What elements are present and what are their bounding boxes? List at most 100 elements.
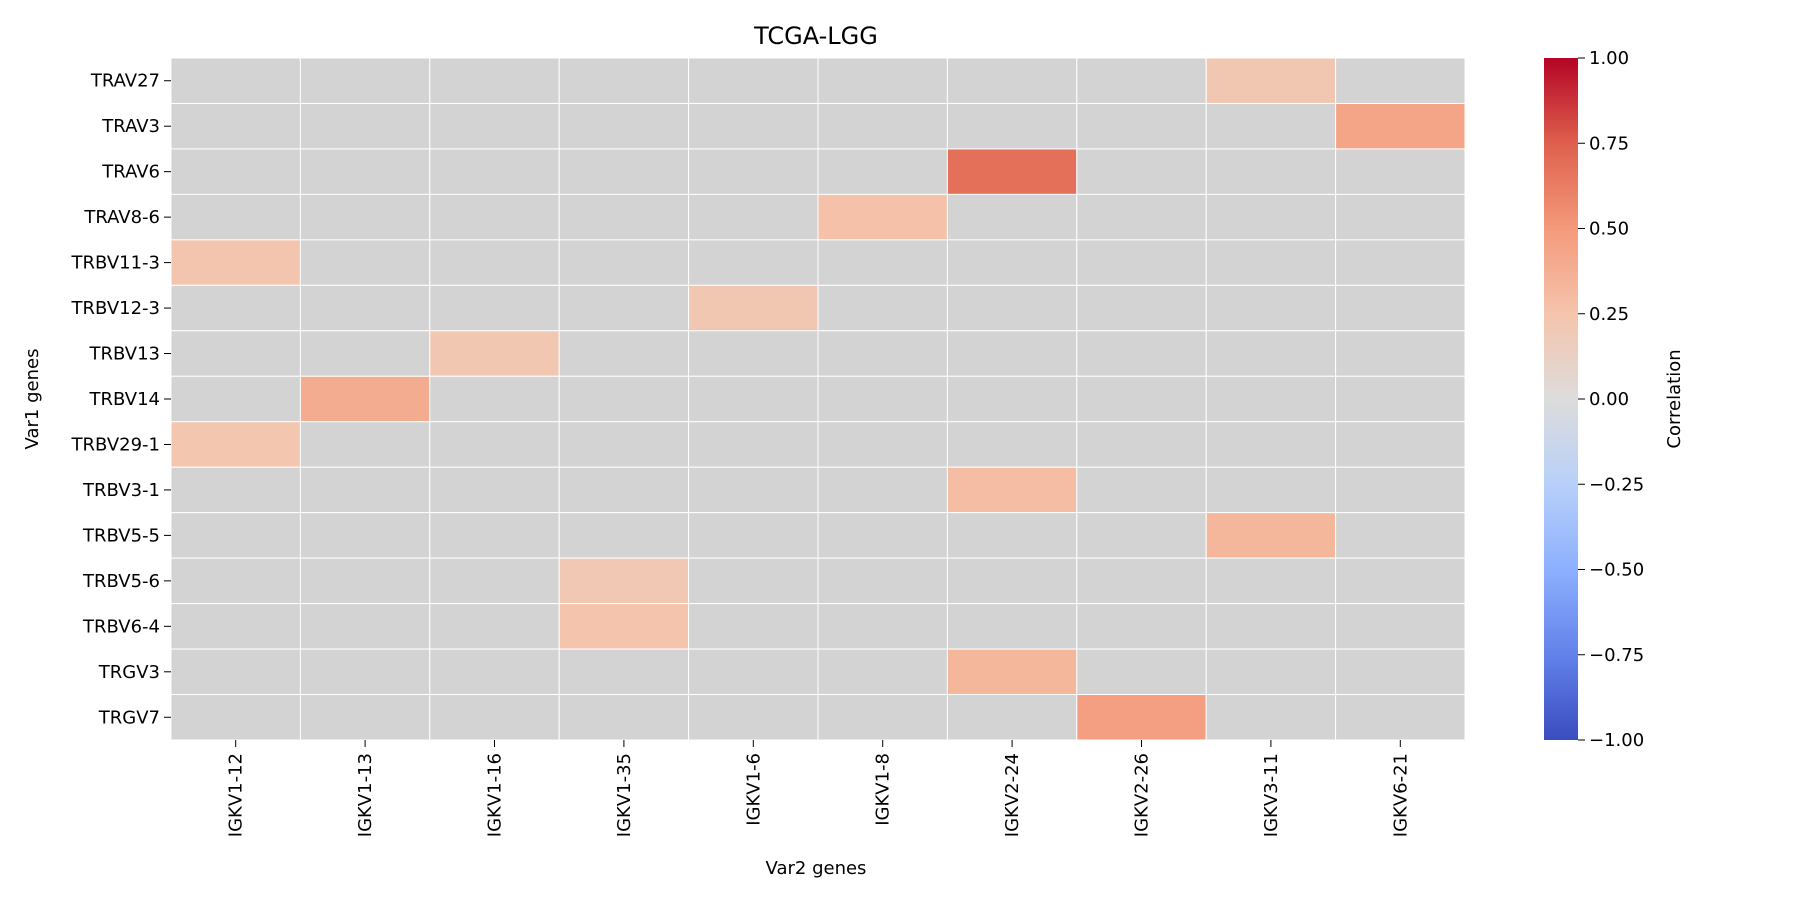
heatmap-cell: [1076, 102, 1207, 150]
heatmap-cell: [299, 330, 431, 377]
heatmap-cell: [299, 512, 431, 559]
heatmap-cell: [1205, 193, 1337, 241]
heatmap-cell: [1335, 694, 1466, 741]
heatmap-cell: [299, 57, 431, 104]
heatmap-cell: [688, 102, 819, 150]
heatmap-cell: [817, 421, 948, 468]
x-tick-label: IGKV6-21: [1390, 753, 1411, 837]
heatmap-cell: [558, 648, 690, 696]
heatmap-cell: [1076, 694, 1207, 741]
heatmap-cell: [429, 512, 560, 559]
heatmap-cell: [170, 102, 301, 150]
y-tick-label: TRAV6: [101, 162, 160, 183]
heatmap-cell: [1076, 193, 1207, 241]
heatmap-cell: [558, 375, 690, 423]
heatmap-cell: [1205, 557, 1337, 605]
x-tick-label: IGKV1-8: [873, 753, 894, 826]
heatmap-cell: [688, 193, 819, 241]
heatmap-cell: [1205, 421, 1337, 468]
y-tick-label: TRBV5-5: [82, 525, 160, 546]
heatmap-cell: [170, 603, 301, 650]
x-tick-label: IGKV1-16: [485, 753, 506, 837]
heatmap-cell: [170, 466, 301, 514]
heatmap-cell: [299, 603, 431, 650]
heatmap-cell: [1076, 648, 1207, 696]
y-tick-label: TRBV3-1: [82, 480, 160, 501]
colorbar: [1544, 58, 1578, 740]
y-tick-label: TRGV7: [98, 707, 160, 728]
heatmap-cell: [429, 557, 560, 605]
heatmap-cell: [1335, 648, 1466, 696]
heatmap-cell: [558, 421, 690, 468]
colorbar-ticks: 1.00 0.75 0.50 0.25 0.00 −0.25 −0.50 −0.75 −1.00: [1578, 48, 1644, 751]
heatmap-cell: [688, 375, 819, 423]
heatmap-cell: [558, 239, 690, 286]
heatmap-cell: [1335, 239, 1466, 286]
heatmap-cell: [1205, 284, 1337, 332]
heatmap-cell: [170, 557, 301, 605]
x-tick-label: IGKV1-12: [226, 753, 247, 837]
heatmap-cell: [817, 466, 948, 514]
heatmap-cell: [1076, 148, 1207, 195]
heatmap-cell: [299, 421, 431, 468]
heatmap-cell: [946, 603, 1078, 650]
heatmap-cell: [688, 603, 819, 650]
heatmap-cell: [429, 421, 560, 468]
heatmap-cell: [1335, 421, 1466, 468]
heatmap-cell: [429, 330, 560, 377]
colorbar-tick-label: 0.25: [1589, 304, 1629, 325]
heatmap-cell: [1076, 512, 1207, 559]
heatmap-cell: [170, 57, 301, 104]
heatmap-cell: [688, 694, 819, 741]
heatmap-cell: [817, 648, 948, 696]
heatmap-cell: [1205, 648, 1337, 696]
heatmap-cell: [1205, 375, 1337, 423]
colorbar-tick-label: 0.00: [1589, 389, 1629, 410]
heatmap-cell: [1205, 466, 1337, 514]
colorbar-tick-label: −0.25: [1589, 474, 1644, 495]
heatmap-cell: [1335, 284, 1466, 332]
heatmap-cell: [1335, 330, 1466, 377]
heatmap-cell: [1205, 102, 1337, 150]
heatmap-cell: [1076, 421, 1207, 468]
heatmap-cell: [1205, 239, 1337, 286]
heatmap-cell: [429, 193, 560, 241]
heatmap-cell: [817, 603, 948, 650]
heatmap-cell: [299, 557, 431, 605]
heatmap-cell: [558, 284, 690, 332]
y-tick-label: TRBV29-1: [71, 434, 160, 455]
heatmap-cell: [817, 330, 948, 377]
heatmap-cell: [558, 466, 690, 514]
heatmap-cell: [946, 102, 1078, 150]
heatmap-cell: [688, 284, 819, 332]
heatmap-cell: [1335, 102, 1466, 150]
heatmap-cell: [429, 239, 560, 286]
heatmap-cell: [1205, 57, 1337, 104]
heatmap-cell: [429, 466, 560, 514]
heatmap-cell: [170, 239, 301, 286]
heatmap-cell: [1076, 57, 1207, 104]
heatmap-cell: [817, 193, 948, 241]
heatmap-cell: [558, 148, 690, 195]
heatmap-cell: [429, 694, 560, 741]
heatmap-cell: [299, 694, 431, 741]
y-tick-label: TRBV14: [88, 389, 160, 410]
heatmap-cell: [688, 421, 819, 468]
heatmap-cell: [688, 557, 819, 605]
x-tick-label: IGKV2-24: [1002, 753, 1023, 837]
heatmap-cell: [558, 512, 690, 559]
heatmap-cell: [1335, 193, 1466, 241]
heatmap-cell: [946, 694, 1078, 741]
heatmap-cell: [429, 102, 560, 150]
heatmap-cell: [1076, 284, 1207, 332]
heatmap-cell: [1205, 694, 1337, 741]
heatmap-cell: [1076, 239, 1207, 286]
heatmap-cell: [1335, 466, 1466, 514]
x-axis-label: Var2 genes: [766, 858, 867, 879]
heatmap-cell: [558, 57, 690, 104]
heatmap-cell: [1335, 557, 1466, 605]
heatmap-cell: [946, 148, 1078, 195]
heatmap-cell: [558, 557, 690, 605]
heatmap-cell: [817, 57, 948, 104]
